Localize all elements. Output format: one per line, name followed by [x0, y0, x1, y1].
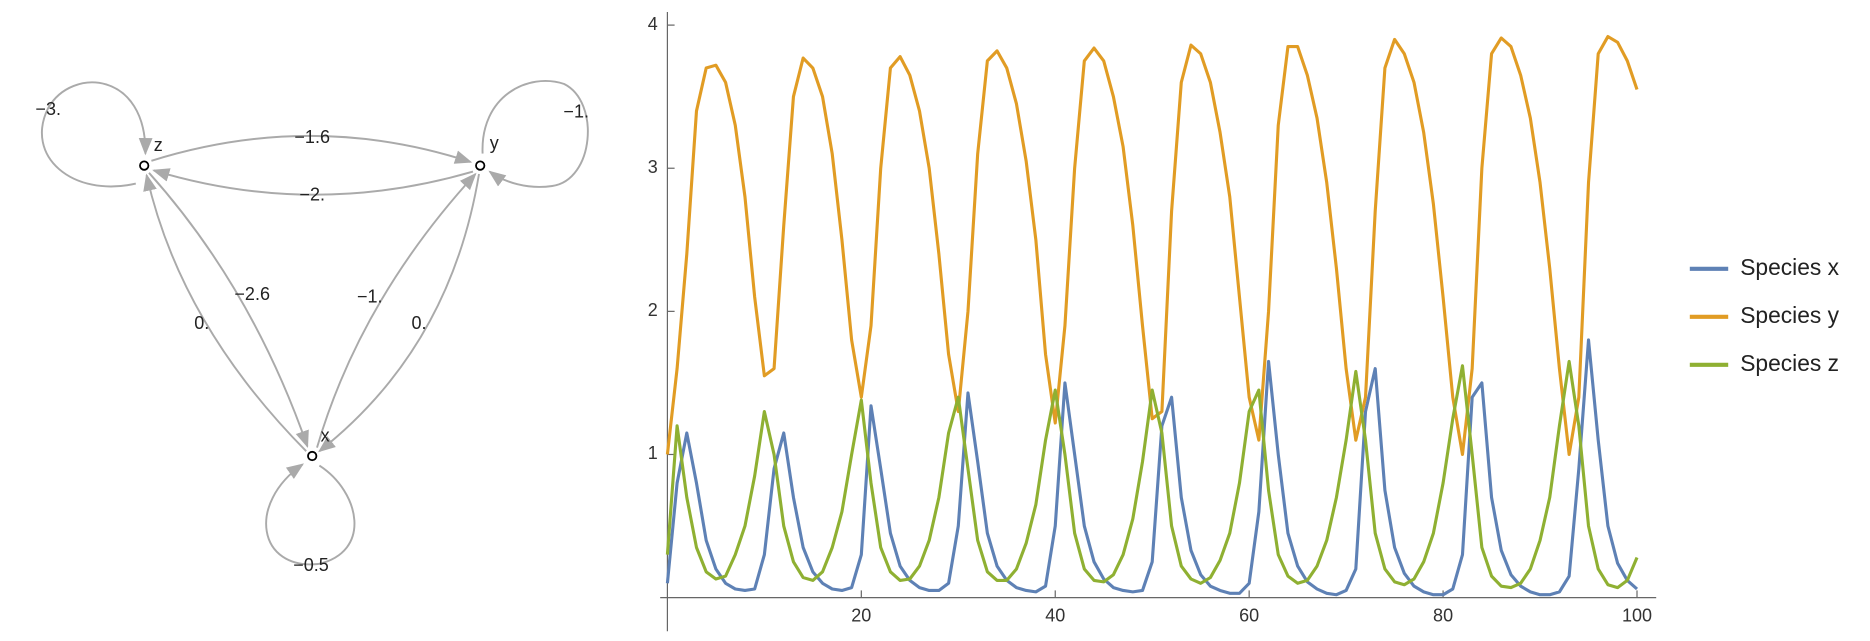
x-tick-label: 80: [1433, 606, 1453, 626]
edge: [143, 173, 307, 452]
edge: [41, 81, 153, 188]
node: [475, 160, 486, 171]
edge-label: −1.: [357, 286, 383, 306]
legend-label: Species z: [1740, 350, 1839, 376]
node-label: y: [490, 133, 499, 153]
node: [307, 450, 318, 462]
edge: [265, 463, 356, 566]
y-tick-label: 1: [648, 443, 658, 463]
edge-label: −2.: [299, 184, 325, 204]
node: [139, 160, 150, 171]
edge: [481, 80, 589, 188]
edge: [318, 173, 480, 453]
edge-label: 0.: [411, 313, 426, 333]
edge-label: −3.: [35, 99, 61, 119]
network-diagram: x y z −3. −1. −0.5 −1.6 −2. −2.6 0. −1. …: [35, 80, 589, 575]
node-label: x: [321, 426, 330, 446]
edge: [152, 168, 474, 196]
edge: [316, 172, 477, 448]
edge: [151, 134, 473, 164]
edge: [148, 172, 309, 449]
series-line: [665, 359, 1639, 590]
x-tick-label: 40: [1045, 606, 1065, 626]
y-tick-label: 2: [648, 300, 658, 320]
x-tick-label: 20: [851, 606, 871, 626]
edge-label: −2.6: [234, 284, 270, 304]
legend-label: Species x: [1740, 254, 1839, 280]
edge-label: −1.: [563, 102, 589, 122]
node-label: z: [154, 135, 163, 155]
edge-label: −1.6: [294, 127, 330, 147]
x-tick-label: 100: [1622, 606, 1652, 626]
legend-label: Species y: [1740, 302, 1839, 328]
y-tick-label: 4: [648, 14, 658, 34]
series-line: [665, 35, 1639, 457]
line-chart: 20 40 60 80 100 1 2 3 4 Species x Species y Species…: [648, 12, 1840, 632]
x-tick-label: 60: [1239, 606, 1259, 626]
edge-label: 0.: [194, 313, 209, 333]
edge-label: −0.5: [293, 555, 329, 575]
y-tick-label: 3: [648, 157, 658, 177]
series-line: [665, 338, 1639, 597]
